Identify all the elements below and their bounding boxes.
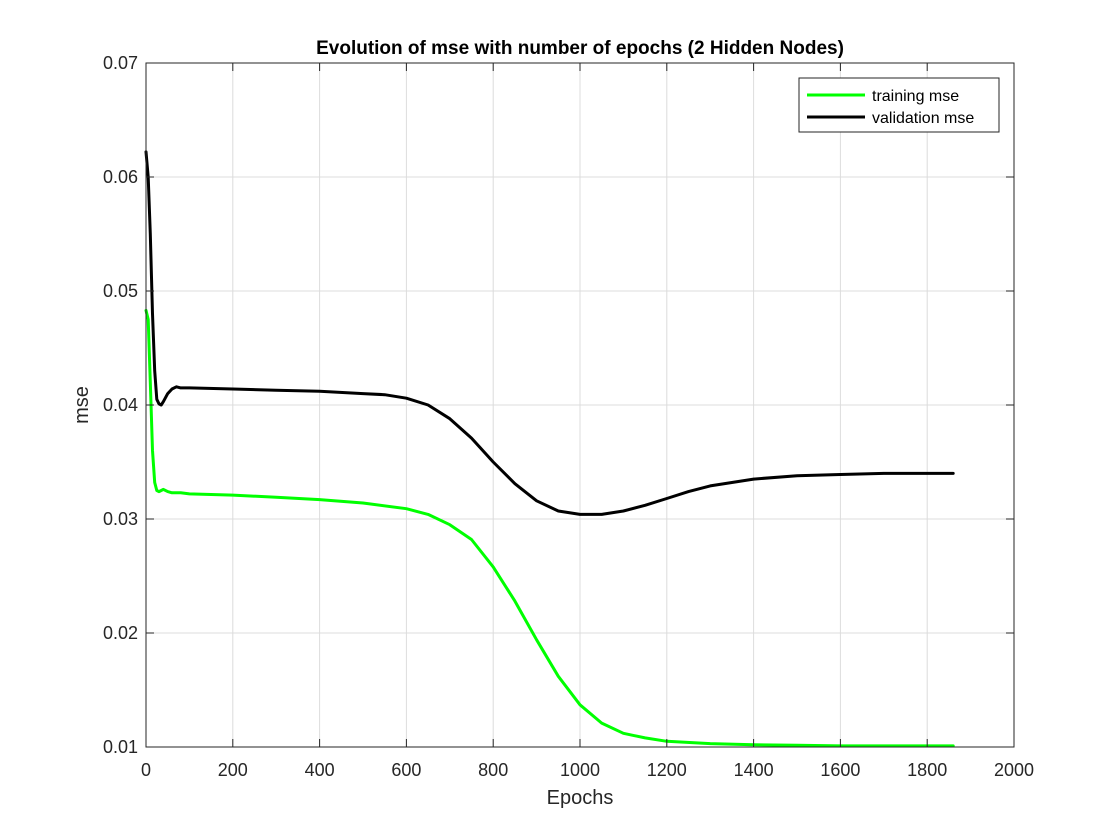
legend-label-training: training mse bbox=[872, 88, 959, 105]
y-tick-label: 0.07 bbox=[103, 53, 138, 73]
series-lines bbox=[144, 150, 955, 748]
chart-title: Evolution of mse with number of epochs (… bbox=[316, 38, 844, 59]
axis-ticks: 0 200 400 600 800 1000 1200 1400 1600 1800 2000 0.0… bbox=[103, 53, 1034, 780]
legend-label-validation: validation mse bbox=[872, 110, 974, 127]
x-tick-label: 400 bbox=[305, 760, 335, 780]
x-tick-label: 800 bbox=[478, 760, 508, 780]
y-tick-label: 0.03 bbox=[103, 509, 138, 529]
legend-box bbox=[798, 77, 1000, 133]
y-tick-label: 0.06 bbox=[103, 167, 138, 187]
x-axis-label: Epochs bbox=[547, 787, 614, 809]
y-tick-label: 0.04 bbox=[103, 395, 138, 415]
x-tick-label: 600 bbox=[391, 760, 421, 780]
y-tick-label: 0.01 bbox=[103, 737, 138, 757]
x-tick-label: 1000 bbox=[560, 760, 600, 780]
y-axis-label: mse bbox=[71, 386, 93, 424]
x-tick-label: 0 bbox=[141, 760, 151, 780]
x-tick-label: 1800 bbox=[907, 760, 947, 780]
x-tick-label: 200 bbox=[218, 760, 248, 780]
x-tick-label: 1400 bbox=[734, 760, 774, 780]
y-tick-label: 0.02 bbox=[103, 623, 138, 643]
series-line-training bbox=[144, 308, 955, 748]
x-tick-label: 2000 bbox=[994, 760, 1034, 780]
series-line-validation bbox=[144, 150, 955, 516]
y-tick-label: 0.05 bbox=[103, 281, 138, 301]
x-tick-label: 1200 bbox=[647, 760, 687, 780]
x-tick-label: 1600 bbox=[820, 760, 860, 780]
legend: training mse validation mse bbox=[798, 77, 1000, 133]
